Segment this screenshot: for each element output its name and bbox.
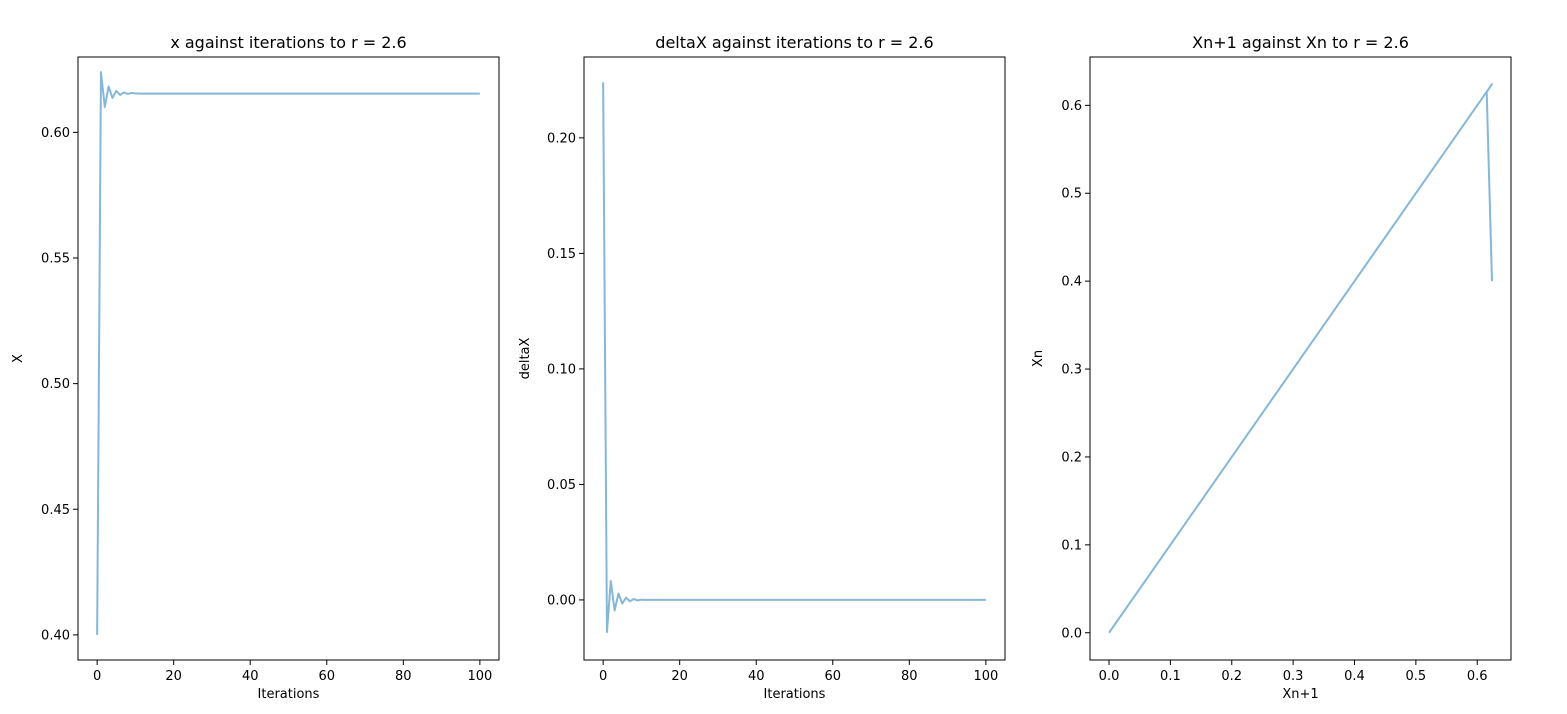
subplot-2: deltaX against iterations to r = 2.6 0 20 4…: [518, 33, 1006, 702]
x-axis-label: Xn+1: [1282, 687, 1318, 702]
y-axis-label: deltaX: [518, 337, 533, 379]
x-tick-label: 0.6: [1467, 669, 1488, 684]
y-tick-label: 0.10: [547, 362, 576, 377]
x-tick-label: 20: [671, 669, 688, 684]
y-tick-label: 0.3: [1061, 363, 1082, 378]
y-tick-label: 0.45: [41, 503, 70, 518]
subplot-title: x against iterations to r = 2.6: [170, 33, 406, 52]
y-tick-label: 0.20: [547, 131, 576, 146]
y-tick-label: 0.00: [547, 593, 576, 608]
x-tick-label: 60: [824, 669, 841, 684]
subplot-3: Xn+1 against Xn to r = 2.6 0.0 0.1 0.2 0.3 0.…: [1031, 33, 1512, 702]
series-line: [1108, 83, 1493, 634]
x-axis-label: Iterations: [764, 687, 826, 702]
y-tick-label: 0.55: [41, 252, 70, 267]
x-tick-label: 20: [165, 669, 182, 684]
y-tick-label: 0.2: [1061, 450, 1082, 465]
axes-frame: [77, 56, 500, 661]
y-tick-label: 0.5: [1061, 187, 1082, 202]
series-line: [96, 71, 480, 635]
y-tick-label: 0.50: [41, 377, 70, 392]
x-axis-label: Iterations: [258, 687, 320, 702]
x-tick-label: 0.1: [1160, 669, 1181, 684]
x-tick-label: 0: [93, 669, 101, 684]
y-tick-label: 0.1: [1061, 538, 1082, 553]
x-tick-label: 0.0: [1099, 669, 1120, 684]
x-tick-label: 100: [467, 669, 492, 684]
x-tick-label: 40: [748, 669, 765, 684]
axes-frame: [583, 56, 1006, 661]
x-tick-label: 0: [599, 669, 607, 684]
y-tick-label: 0.6: [1061, 99, 1082, 114]
x-tick-label: 80: [395, 669, 412, 684]
x-tick-label: 0.2: [1221, 669, 1242, 684]
subplot-1: x against iterations to r = 2.6 0 20 40 60 80…: [11, 33, 500, 702]
y-tick-label: 0.4: [1061, 275, 1082, 290]
x-tick-label: 100: [973, 669, 998, 684]
y-tick-label: 0.40: [41, 628, 70, 643]
x-tick-label: 40: [242, 669, 259, 684]
axes-frame: [1089, 56, 1512, 661]
x-tick-label: 0.3: [1283, 669, 1304, 684]
x-tick-label: 80: [901, 669, 918, 684]
y-axis-label: Xn: [1031, 350, 1046, 367]
subplot-title: deltaX against iterations to r = 2.6: [655, 33, 933, 52]
series-line: [602, 82, 986, 634]
subplot-title: Xn+1 against Xn to r = 2.6: [1192, 33, 1409, 52]
x-tick-label: 0.4: [1344, 669, 1365, 684]
y-tick-label: 0.60: [41, 126, 70, 141]
x-tick-label: 0.5: [1406, 669, 1427, 684]
y-tick-label: 0.15: [547, 247, 576, 262]
x-tick-label: 60: [318, 669, 335, 684]
y-tick-label: 0.0: [1061, 626, 1082, 641]
y-axis-label: X: [11, 354, 26, 363]
y-tick-label: 0.05: [547, 478, 576, 493]
